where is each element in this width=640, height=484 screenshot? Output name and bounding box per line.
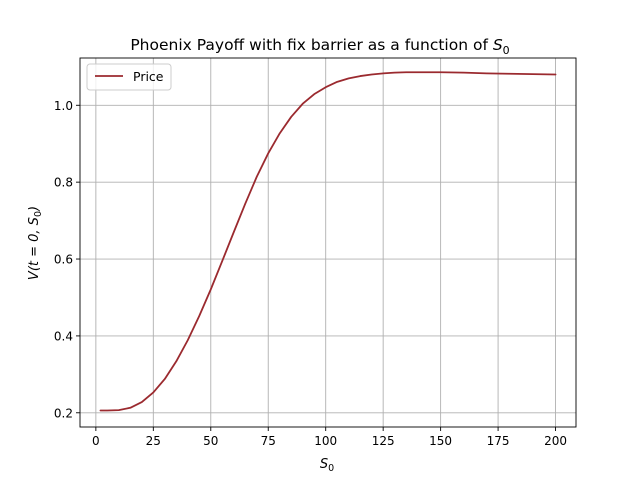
title-main: Phoenix Payoff with fix barrier as a fun…: [130, 36, 493, 54]
x-tick-label: 125: [372, 434, 395, 448]
x-tick-label: 150: [429, 434, 452, 448]
series-layer: [99, 71, 557, 412]
x-axis-ticks: 0 25 50 75 100 125 150 175 200: [92, 427, 567, 448]
x-tick-label: 50: [203, 434, 218, 448]
chart-title: Phoenix Payoff with fix barrier as a fun…: [130, 36, 509, 57]
grid-lines: [80, 58, 576, 427]
x-tick-label: 200: [544, 434, 567, 448]
title-subscript: 0: [503, 44, 510, 57]
y-tick-label: 0.2: [54, 406, 73, 420]
x-tick-label: 100: [314, 434, 337, 448]
x-tick-label: 0: [92, 434, 100, 448]
y-axis-label-subscript: 0: [33, 211, 44, 217]
x-axis-label-variable: S: [320, 457, 328, 472]
y-axis-ticks: 0.2 0.4 0.6 0.8 1.0: [54, 99, 80, 420]
x-axis-label-subscript: 0: [328, 463, 334, 474]
legend: Price: [86, 63, 172, 91]
x-tick-label: 75: [261, 434, 276, 448]
x-tick-label: 175: [487, 434, 510, 448]
y-tick-label: 0.4: [54, 329, 73, 343]
legend-label-price: Price: [133, 69, 164, 84]
plot-frame: [79, 57, 577, 428]
x-axis-label: S0: [320, 457, 334, 474]
y-tick-label: 1.0: [54, 99, 73, 113]
y-tick-label: 0.6: [54, 253, 73, 267]
title-variable: S: [493, 36, 503, 54]
y-axis-label: V(t = 0, S0): [27, 206, 44, 280]
y-axis-label-suffix: ): [27, 206, 42, 212]
legend-box: [86, 63, 172, 91]
y-axis-label-prefix: V(t = 0,: [27, 225, 42, 280]
x-tick-label: 25: [146, 434, 161, 448]
series-line-price: [99, 71, 557, 412]
y-tick-label: 0.8: [54, 176, 73, 190]
y-axis-label-variable: S: [27, 217, 42, 225]
